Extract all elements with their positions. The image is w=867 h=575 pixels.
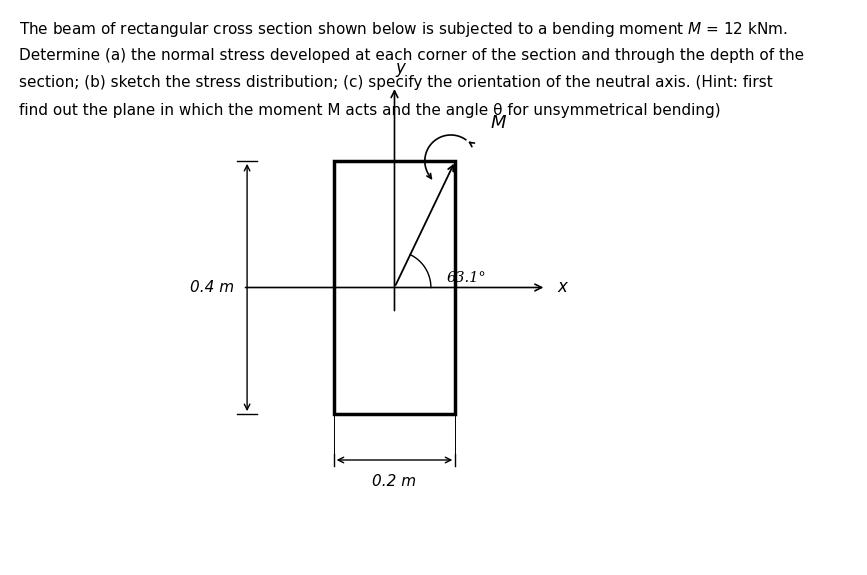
Text: section; (b) sketch the stress distribution; (c) specify the orientation of the : section; (b) sketch the stress distribut… <box>19 75 772 90</box>
Text: 0.2 m: 0.2 m <box>373 474 416 489</box>
Text: find out the plane in which the moment M acts and the angle θ for unsymmetrical : find out the plane in which the moment M… <box>19 103 720 118</box>
Text: $y$: $y$ <box>395 62 407 79</box>
Text: The beam of rectangular cross section shown below is subjected to a bending mome: The beam of rectangular cross section sh… <box>19 20 788 39</box>
Text: 63.1°: 63.1° <box>447 271 486 285</box>
Text: 0.4 m: 0.4 m <box>190 280 234 295</box>
Text: Determine (a) the normal stress developed at each corner of the section and thro: Determine (a) the normal stress develope… <box>19 48 805 63</box>
Text: $M$: $M$ <box>490 114 507 132</box>
Bar <box>334 161 455 414</box>
Text: $x$: $x$ <box>557 279 569 296</box>
